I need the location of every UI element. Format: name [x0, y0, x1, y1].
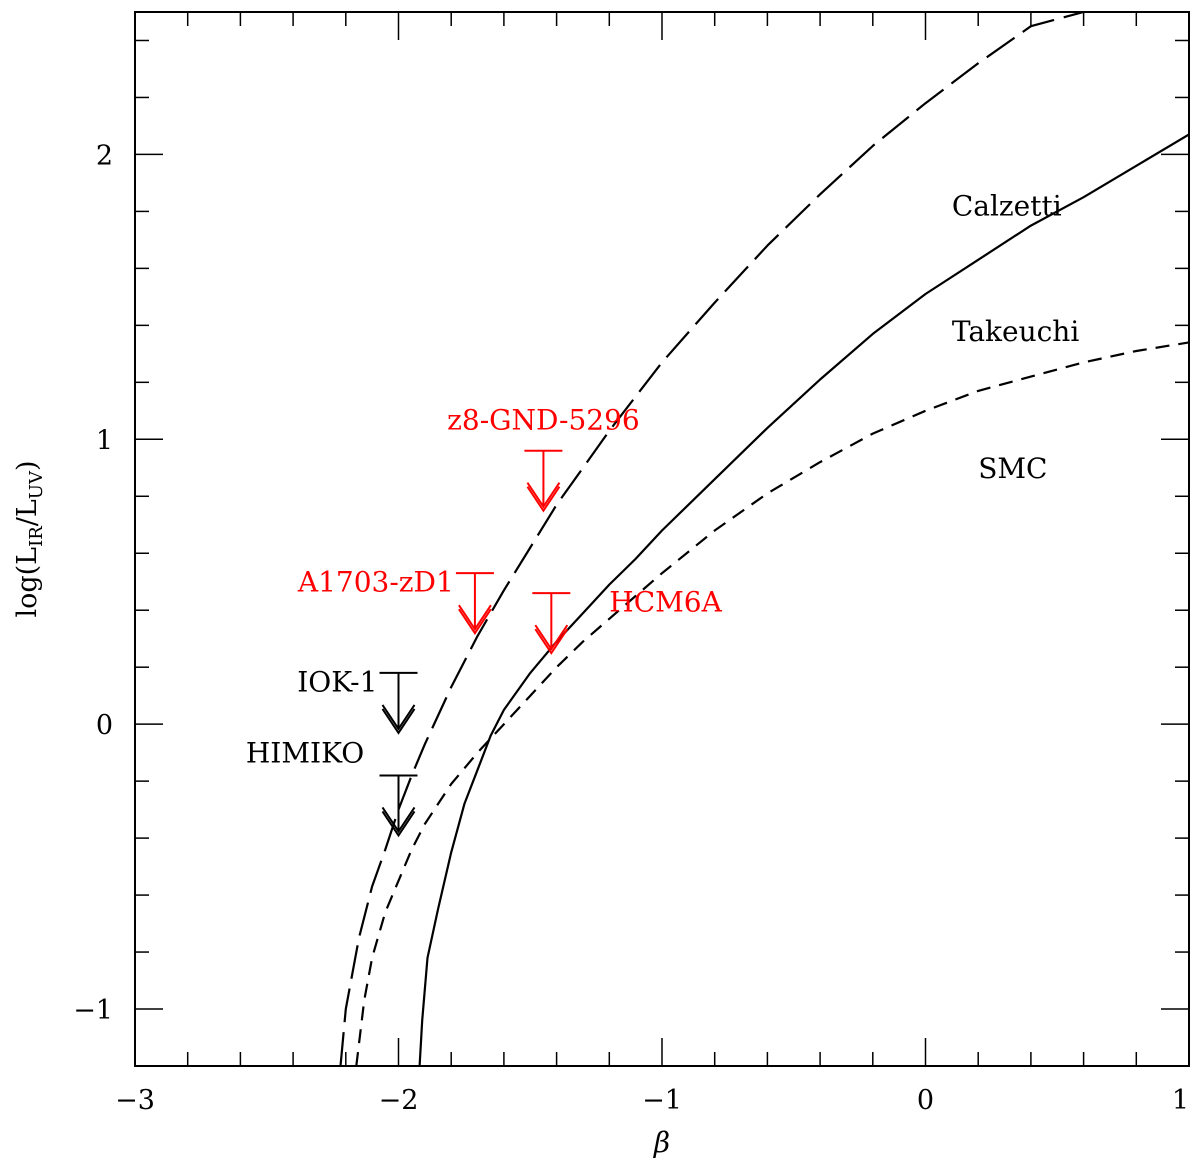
y-tick-label: −1 — [73, 995, 113, 1026]
curve-label-smc: SMC — [978, 452, 1047, 485]
upper-limit-label: IOK-1 — [297, 665, 377, 698]
limit-arrow-head — [381, 708, 416, 735]
upper-limit-label: HCM6A — [609, 586, 722, 619]
y-tick-label: 0 — [96, 710, 113, 741]
limit-arrow-head — [534, 628, 569, 655]
x-tick-label: 1 — [1172, 1085, 1189, 1116]
x-tick-label: −2 — [379, 1085, 419, 1116]
x-axis-label: β — [653, 1126, 670, 1159]
limit-arrow-head — [381, 806, 416, 834]
limit-arrow-head — [526, 482, 561, 509]
upper-limit-label: z8-GND-5296 — [447, 403, 640, 436]
upper-limit-hcm6a: HCM6A — [532, 586, 723, 655]
upper-limit-z8-gnd-5296: z8-GND-5296 — [447, 403, 640, 513]
curve-label-takeuchi: Takeuchi — [952, 315, 1079, 348]
labels-layer: Calzetti Takeuchi SMC — [952, 190, 1079, 485]
x-tick-label: −1 — [642, 1085, 682, 1116]
upper-limit-label: A1703-zD1 — [297, 566, 454, 599]
curve-calzetti — [339, 12, 1084, 1066]
limit-arrow-head — [458, 608, 492, 635]
limit-arrow-head — [381, 810, 416, 838]
upper-limits-layer: z8-GND-5296 A1703-zD1 HCM6A IOK-1 HIMIKO — [246, 403, 723, 838]
limit-arrow-head — [381, 704, 416, 731]
curve-label-calzetti: Calzetti — [952, 190, 1062, 223]
upper-limit-iok-1: IOK-1 — [297, 665, 418, 735]
x-tick-label: 0 — [917, 1085, 934, 1116]
upper-limit-himiko: HIMIKO — [246, 737, 418, 838]
upper-limit-a1703-zd1: A1703-zD1 — [297, 566, 494, 635]
curve-smc — [355, 341, 1189, 1066]
limit-arrow-head — [534, 624, 569, 651]
y-tick-label: 1 — [96, 425, 113, 456]
limit-arrow-head — [526, 486, 561, 513]
x-tick-label: −3 — [115, 1085, 155, 1116]
upper-limit-label: HIMIKO — [246, 737, 364, 770]
y-axis-label: log(LIR/LUV) — [12, 460, 47, 617]
curves-layer — [339, 12, 1189, 1066]
limit-arrow-head — [458, 604, 492, 631]
y-tick-label: 2 — [96, 140, 113, 171]
curve-takeuchi — [418, 133, 1189, 1066]
plot-frame — [134, 11, 1190, 1067]
